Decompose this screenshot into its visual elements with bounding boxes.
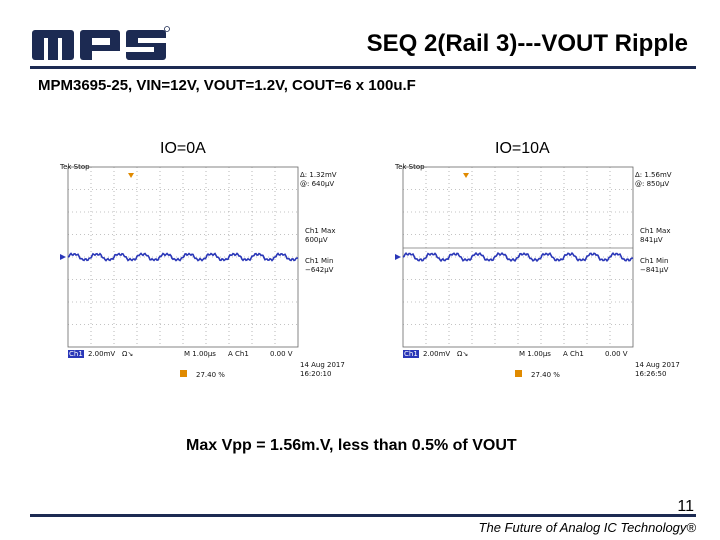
footer-divider (30, 514, 696, 517)
max-label: Ch1 Max (305, 227, 336, 235)
test-conditions: MPM3695-25, VIN=12V, VOUT=1.2V, COUT=6 x… (38, 77, 416, 94)
volts-per-div: 2.00mV (423, 350, 451, 358)
max-value: 841μV (640, 236, 663, 244)
capture-time: 16:20:10 (300, 370, 332, 378)
trigger-position-icon (180, 370, 187, 377)
company-tagline: The Future of Analog IC Technology® (478, 520, 696, 535)
bandwidth-indicator: Ω↘ (457, 350, 469, 358)
trigger-channel: A Ch1 (563, 350, 584, 358)
min-value: −642μV (305, 266, 334, 274)
bandwidth-indicator: Ω↘ (122, 350, 134, 358)
scope-2-label: IO=10A (495, 140, 550, 157)
header-divider (30, 66, 696, 69)
mps-logo-graphic (32, 26, 170, 60)
trigger-position-marker (128, 173, 135, 178)
cursor-delta: Δ: 1.56mV (635, 171, 672, 179)
scope-2-screen (395, 166, 634, 377)
capture-date: 14 Aug 2017 (635, 361, 680, 369)
channel-badge: Ch1 (403, 350, 419, 358)
scope-1-label: IO=0A (160, 140, 206, 157)
mps-logo (30, 25, 170, 67)
cursor-delta: Δ: 1.32mV (300, 171, 337, 179)
trigger-position-icon (515, 370, 522, 377)
trigger-position: 27.40 % (531, 371, 560, 379)
page-title: SEQ 2(Rail 3)---VOUT Ripple (366, 30, 688, 57)
capture-date: 14 Aug 2017 (300, 361, 345, 369)
volts-per-div: 2.00mV (88, 350, 116, 358)
channel-1-marker (60, 254, 66, 260)
max-label: Ch1 Max (640, 227, 671, 235)
trigger-channel: A Ch1 (228, 350, 249, 358)
channel-1-marker (395, 254, 401, 260)
ripple-trace (67, 252, 299, 262)
trigger-level: 0.00 V (270, 350, 293, 358)
cursor-at: @: 850μV (635, 180, 670, 188)
trigger-level: 0.00 V (605, 350, 628, 358)
channel-badge: Ch1 (68, 350, 84, 358)
oscilloscope-capture-2: Tek Stop Δ: 1.56mV @: 850μV Ch1 Max 841μ… (393, 157, 715, 385)
trigger-position: 27.40 % (196, 371, 225, 379)
oscilloscope-capture-1: Tek Stop Δ: 1.32mV @: 640μV Ch1 Max 600μ… (58, 157, 380, 385)
scope-status: Tek Stop (60, 163, 90, 171)
page-number: 11 (677, 498, 694, 515)
cursor-at: @: 640μV (300, 180, 335, 188)
time-per-div: M 1.00μs (519, 350, 551, 358)
capture-time: 16:26:50 (635, 370, 667, 378)
scope-status: Tek Stop (395, 163, 425, 171)
ripple-summary: Max Vpp = 1.56m.V, less than 0.5% of VOU… (186, 437, 517, 454)
min-value: −841μV (640, 266, 669, 274)
time-per-div: M 1.00μs (184, 350, 216, 358)
scope-1-screen (60, 166, 299, 377)
ripple-trace (402, 251, 634, 263)
min-label: Ch1 Min (305, 257, 334, 265)
min-label: Ch1 Min (640, 257, 669, 265)
max-value: 600μV (305, 236, 328, 244)
trigger-position-marker (463, 173, 470, 178)
